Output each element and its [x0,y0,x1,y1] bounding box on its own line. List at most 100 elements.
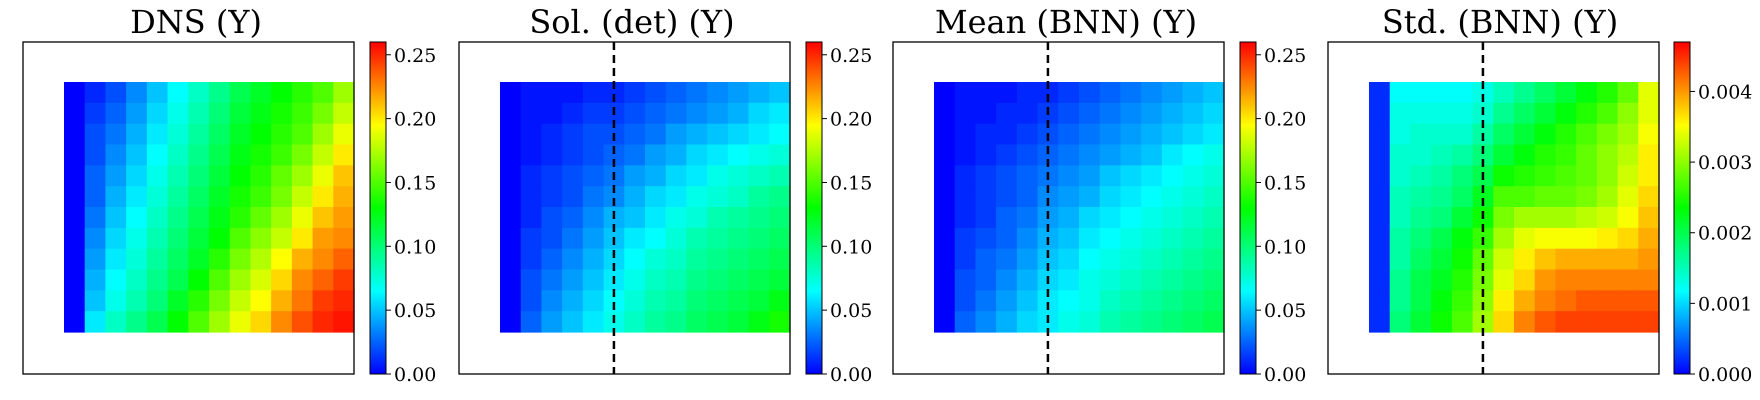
heatmap-cell [1617,123,1639,146]
heatmap-cell [1016,290,1039,312]
heatmap-cell [975,102,997,125]
heatmap-cell [500,82,522,104]
heatmap-cell [603,144,625,166]
heatmap-cell [1161,248,1184,271]
colorbar-tick-label: 0.00 [394,364,436,386]
heatmap-cell [291,311,314,333]
heatmap-cell [582,82,605,104]
heatmap-cell [541,102,563,125]
heatmap-cell [146,269,169,291]
heatmap-cell [1099,227,1122,250]
heatmap-cell [312,269,334,291]
heatmap-cell [1514,311,1536,333]
heatmap-cell [582,165,605,187]
heatmap-cell [333,269,355,291]
heatmap-cell [624,102,646,125]
heatmap-cell [975,311,997,333]
heatmap-cell [707,82,729,104]
heatmap-cell [105,144,127,166]
heatmap-cell [1410,269,1432,291]
heatmap-cell [645,290,667,312]
heatmap-cell [1596,227,1619,250]
heatmap-cell [1514,186,1536,208]
heatmap-cell [769,290,791,312]
heatmap-cell [1514,165,1536,187]
heatmap-cell [1514,227,1536,250]
heatmap-cell [582,123,605,146]
heatmap-cell [1410,207,1432,229]
heatmap-cell [1638,207,1660,229]
heatmap-cell [603,290,625,312]
heatmap-cell [1493,102,1515,125]
colorbar-tick-label: 0.10 [1264,236,1306,258]
heatmap-cell [707,269,729,291]
heatmap-cell [1161,290,1184,312]
heatmap-cell [1016,248,1039,271]
colorbar-tick-label: 0.00 [830,364,872,386]
heatmap-cell [1534,269,1557,291]
heatmap-cell [1576,102,1598,125]
heatmap-cell [1493,165,1515,187]
heatmap-cell [1141,248,1163,271]
heatmap-cell [954,248,977,271]
heatmap-cell [1161,82,1184,104]
heatmap-cell [541,165,563,187]
heatmap-cell [954,144,977,166]
heatmap-cell [271,207,293,229]
heatmap-cell [312,227,334,250]
heatmap-cell [562,102,584,125]
heatmap-cell [64,311,86,333]
heatmap-cell [1203,269,1225,291]
heatmap-cell [1120,248,1142,271]
heatmap-cell [934,227,956,250]
heatmap-cell [1431,165,1453,187]
heatmap-cell [312,144,334,166]
heatmap-cell [1451,290,1474,312]
heatmap-cell [520,123,543,146]
heatmap-cell [500,186,522,208]
heatmap-cell [229,311,252,333]
heatmap-cell [769,269,791,291]
heatmap-cell [1182,227,1204,250]
heatmap-cell [1389,82,1412,104]
heatmap-cell [769,248,791,271]
heatmap-cell [748,123,770,146]
heatmap-cell [1555,123,1577,146]
heatmap-cell [1576,290,1598,312]
heatmap-cell [1079,165,1101,187]
heatmap-cell [1079,123,1101,146]
heatmap-cell [1161,165,1184,187]
heatmap-cell [603,82,625,104]
heatmap-cell [1493,269,1515,291]
heatmap-cell [1389,186,1412,208]
heatmap-cell [582,311,605,333]
heatmap-cell [1410,165,1432,187]
heatmap-cell [333,207,355,229]
heatmap-cell [1161,186,1184,208]
heatmap-cell [1451,227,1474,250]
heatmap-cell [84,102,107,125]
heatmap-cell [1534,123,1557,146]
heatmap-cell [1099,123,1122,146]
heatmap-cell [707,227,729,250]
heatmap-cell [84,186,107,208]
heatmap-cell [1576,186,1598,208]
heatmap-cell [1389,290,1412,312]
heatmap-cell [769,186,791,208]
heatmap-cell [1369,311,1391,333]
heatmap-cell [167,165,189,187]
heatmap-cell [229,207,252,229]
heatmap-cell [1058,269,1080,291]
heatmap-cell [520,248,543,271]
heatmap-cell [1638,144,1660,166]
heatmap-cell [975,186,997,208]
heatmap-cell [686,123,708,146]
heatmap-cell [1555,165,1577,187]
heatmap-cell [271,102,293,125]
heatmap-cell [209,82,231,104]
heatmap-cell [1514,290,1536,312]
heatmap-cell [271,269,293,291]
heatmap-cell [1431,144,1453,166]
heatmap-cell [84,82,107,104]
heatmap-cell [582,269,605,291]
